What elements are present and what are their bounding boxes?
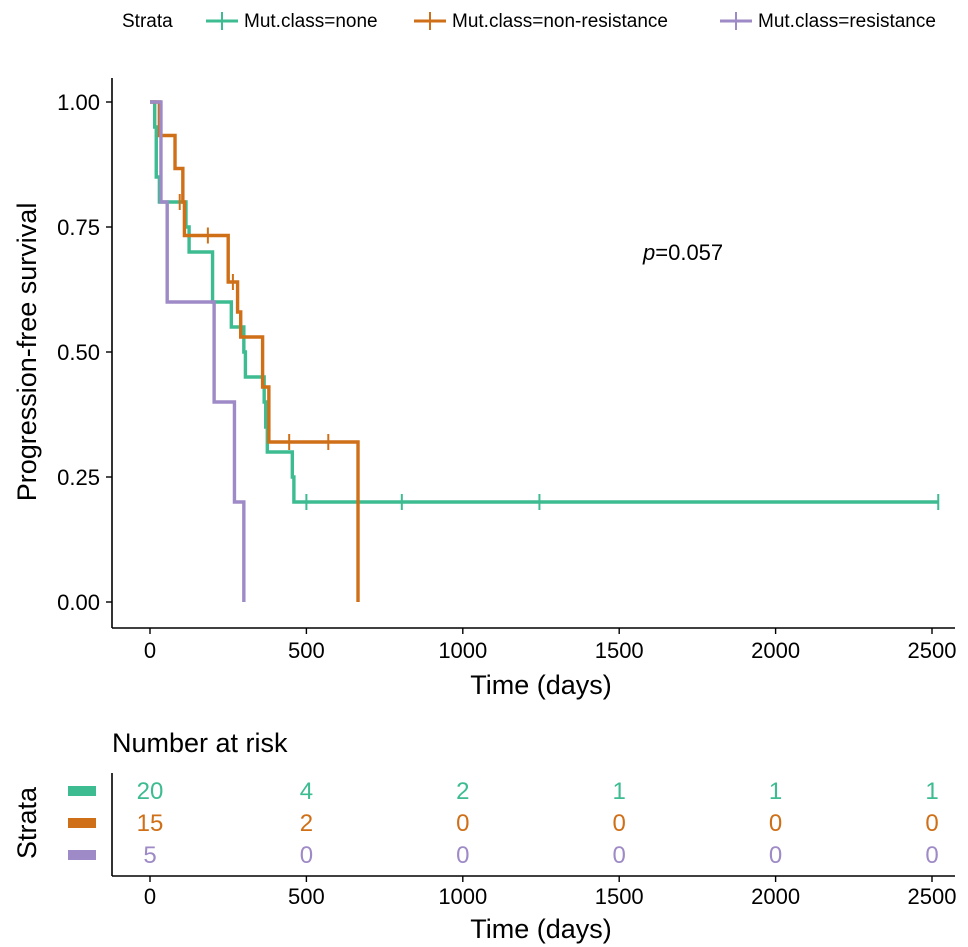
x-tick-label: 1000 — [438, 638, 487, 663]
risk-count: 0 — [925, 810, 938, 837]
risk-count: 15 — [137, 810, 164, 837]
risk-count: 0 — [925, 842, 938, 869]
risk-count: 0 — [456, 810, 469, 837]
risk-table-title: Number at risk — [112, 728, 288, 758]
risk-x-tick-label: 1500 — [595, 884, 644, 909]
risk-count: 1 — [613, 778, 626, 805]
risk-row-color-key — [68, 850, 96, 860]
y-tick-label: 1.00 — [57, 90, 100, 115]
survival-curve-2 — [150, 100, 360, 602]
x-tick-label: 2500 — [908, 638, 957, 663]
risk-count: 4 — [300, 778, 313, 805]
risk-count: 0 — [613, 810, 626, 837]
risk-count: 1 — [769, 778, 782, 805]
x-tick-label: 500 — [288, 638, 325, 663]
risk-count: 20 — [137, 778, 164, 805]
risk-x-tick-label: 2500 — [908, 884, 957, 909]
risk-count: 2 — [456, 778, 469, 805]
p-symbol: p — [642, 240, 655, 265]
y-axis-title: Progression-free survival — [12, 203, 42, 502]
legend-entry: Mut.class=non-resistance — [452, 11, 668, 32]
y-tick-label: 0.25 — [57, 465, 100, 490]
risk-x-axis-title: Time (days) — [470, 914, 612, 944]
x-tick-label: 2000 — [751, 638, 800, 663]
survival-curve-3 — [150, 100, 246, 602]
x-tick-label: 1500 — [595, 638, 644, 663]
risk-count: 1 — [925, 778, 938, 805]
legend-title: Strata — [122, 11, 173, 32]
risk-count: 0 — [769, 842, 782, 869]
y-tick-label: 0.50 — [57, 340, 100, 365]
risk-count: 0 — [300, 842, 313, 869]
y-tick-label: 0.00 — [57, 590, 100, 615]
risk-row-color-key — [68, 818, 96, 828]
risk-count: 5 — [143, 842, 156, 869]
y-tick-label: 0.75 — [57, 215, 100, 240]
risk-x-tick-label: 1000 — [438, 884, 487, 909]
p-value: =0.057 — [655, 240, 723, 265]
x-axis-title: Time (days) — [470, 670, 612, 700]
legend-entry: Mut.class=none — [244, 11, 378, 32]
p-value-annotation: p=0.057 — [642, 240, 723, 265]
risk-count: 0 — [769, 810, 782, 837]
risk-x-tick-label: 2000 — [751, 884, 800, 909]
risk-count: 0 — [456, 842, 469, 869]
x-tick-label: 0 — [144, 638, 156, 663]
risk-x-tick-label: 500 — [288, 884, 325, 909]
risk-row-color-key — [68, 786, 96, 796]
risk-count: 0 — [613, 842, 626, 869]
legend-entry: Mut.class=resistance — [758, 11, 936, 32]
risk-x-tick-label: 0 — [144, 884, 156, 909]
risk-count: 2 — [300, 810, 313, 837]
risk-y-axis-title: Strata — [12, 786, 42, 859]
